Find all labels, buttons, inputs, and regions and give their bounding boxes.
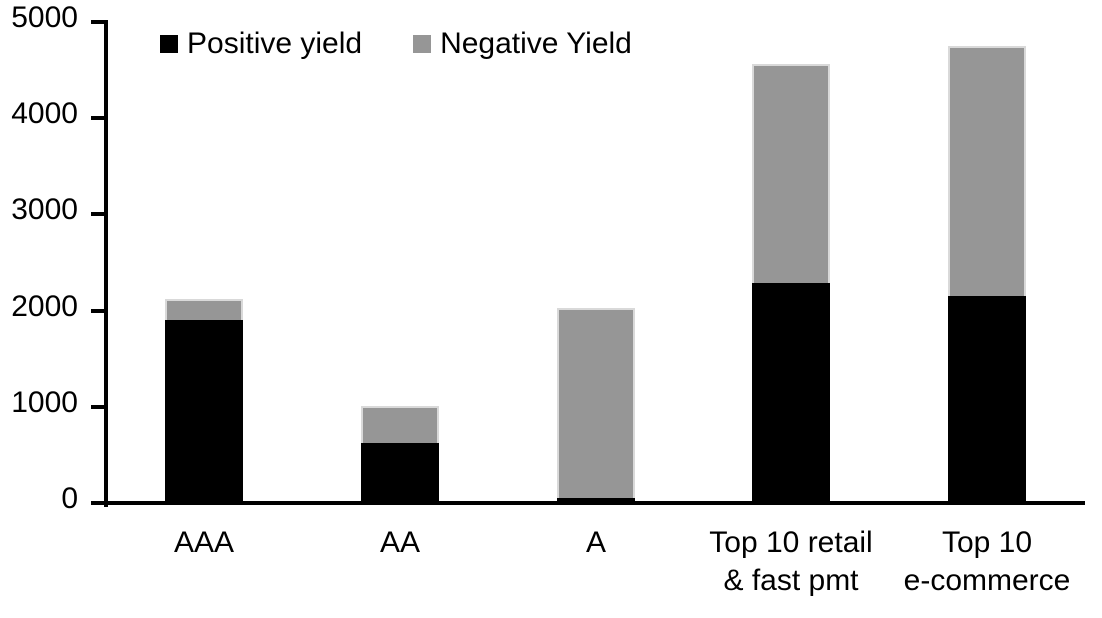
bar-segment-negative <box>557 307 635 499</box>
legend-label: Negative Yield <box>440 27 632 60</box>
chart-legend: Positive yield Negative Yield <box>160 26 632 62</box>
x-axis-category-label: Top 10 e-commerce <box>903 526 1071 597</box>
y-axis-tick <box>91 20 106 24</box>
legend-item: Negative Yield <box>413 26 632 62</box>
y-axis-tick-label: 5000 <box>11 1 78 34</box>
y-axis-tick <box>91 212 106 216</box>
y-axis-tick-label: 4000 <box>11 97 78 130</box>
y-axis-tick-label: 2000 <box>11 290 78 323</box>
bar-segment-positive <box>557 498 635 503</box>
x-axis-category-label: AA <box>379 526 421 559</box>
y-axis-tick-label: 3000 <box>11 193 78 226</box>
y-axis-tick <box>91 116 106 120</box>
bar-segment-positive <box>752 282 830 503</box>
bar-segment-positive <box>948 296 1026 503</box>
x-axis-line <box>91 501 1085 505</box>
y-axis-tick <box>91 405 106 409</box>
x-axis-category-label: AAA <box>173 526 235 559</box>
bar-segment-negative <box>361 405 439 444</box>
y-axis-tick-label: 1000 <box>11 386 78 419</box>
legend-item: Positive yield <box>160 26 362 62</box>
bar-segment-positive <box>165 320 243 503</box>
bar-segment-negative <box>165 299 243 321</box>
bar-segment-negative <box>752 64 830 283</box>
y-axis-tick <box>91 309 106 313</box>
legend-swatch-icon <box>413 35 432 53</box>
x-axis-category-label: A <box>585 526 606 559</box>
bar-segment-negative <box>948 46 1026 297</box>
y-axis-tick-label: 0 <box>61 482 78 515</box>
bar-segment-positive <box>361 443 439 503</box>
legend-swatch-icon <box>160 35 178 53</box>
y-axis-line <box>104 20 108 507</box>
x-axis-category-label: Top 10 retail & fast pmt <box>709 526 873 597</box>
legend-label: Positive yield <box>187 27 363 60</box>
